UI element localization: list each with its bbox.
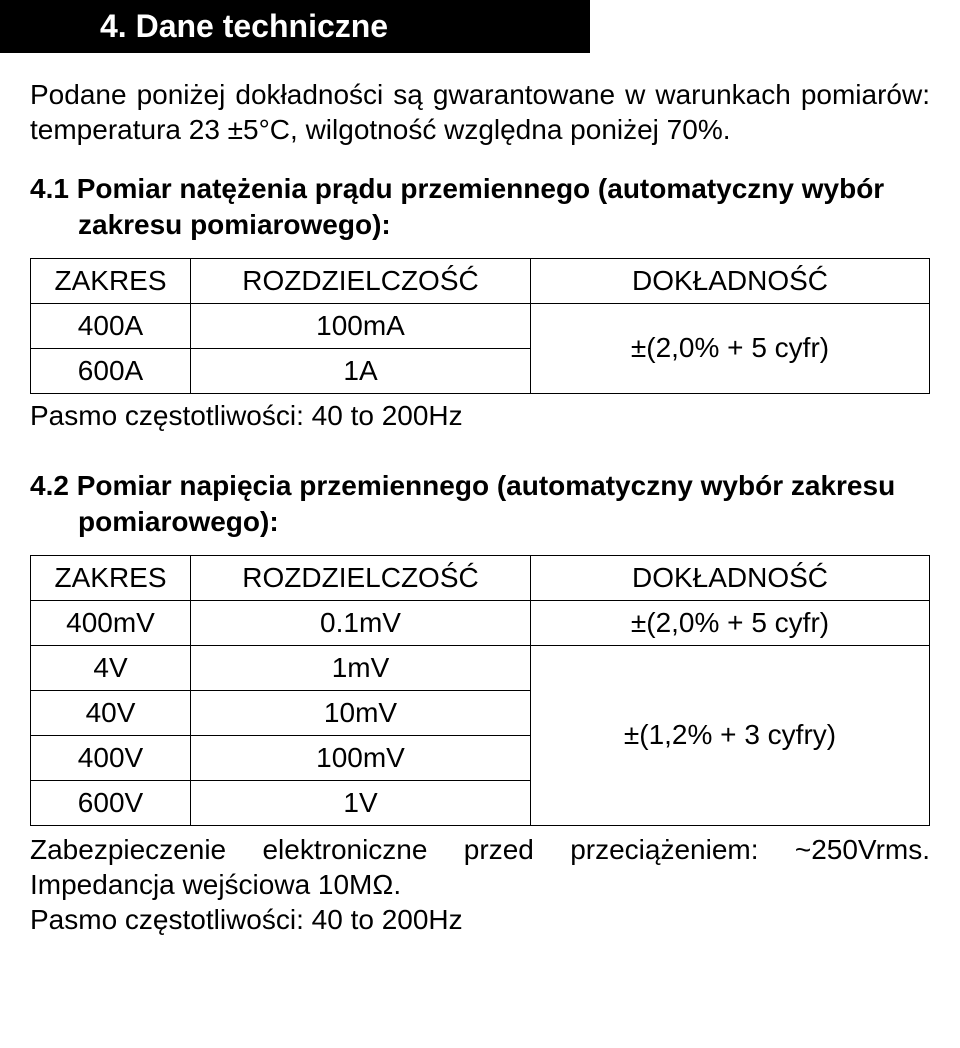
section-header: 4. Dane techniczne (0, 0, 590, 53)
table-4-2-footer2: Pasmo częstotliwości: 40 to 200Hz (30, 902, 930, 938)
cell-rozdz: 1A (191, 348, 531, 393)
subsection-4-1-title: 4.1 Pomiar natężenia prądu przemiennego … (30, 171, 930, 244)
cell-rozdz: 100mA (191, 303, 531, 348)
cell-rozdz: 1mV (191, 645, 531, 690)
table-4-2-footer1: Zabezpieczenie elektroniczne przed przec… (30, 832, 930, 902)
header-dokladnosc: DOKŁADNOŚĆ (531, 555, 930, 600)
header-dokladnosc: DOKŁADNOŚĆ (531, 258, 930, 303)
header-zakres: ZAKRES (31, 258, 191, 303)
section-title: 4. Dane techniczne (100, 8, 388, 44)
subsection-4-2-title: 4.2 Pomiar napięcia przemiennego (automa… (30, 468, 930, 541)
cell-zakres: 600A (31, 348, 191, 393)
cell-dokladnosc: ±(2,0% + 5 cyfr) (531, 600, 930, 645)
table-4-1: ZAKRES ROZDZIELCZOŚĆ DOKŁADNOŚĆ 400A 100… (30, 258, 930, 394)
header-rozdzielczosc: ROZDZIELCZOŚĆ (191, 258, 531, 303)
cell-rozdz: 0.1mV (191, 600, 531, 645)
table-row: 4V 1mV ±(1,2% + 3 cyfry) (31, 645, 930, 690)
table-row: 400A 100mA ±(2,0% + 5 cyfr) (31, 303, 930, 348)
cell-zakres: 40V (31, 690, 191, 735)
cell-zakres: 600V (31, 780, 191, 825)
cell-rozdz: 100mV (191, 735, 531, 780)
table-row: 400mV 0.1mV ±(2,0% + 5 cyfr) (31, 600, 930, 645)
table-4-2: ZAKRES ROZDZIELCZOŚĆ DOKŁADNOŚĆ 400mV 0.… (30, 555, 930, 826)
cell-rozdz: 1V (191, 780, 531, 825)
header-rozdzielczosc: ROZDZIELCZOŚĆ (191, 555, 531, 600)
table-header-row: ZAKRES ROZDZIELCZOŚĆ DOKŁADNOŚĆ (31, 555, 930, 600)
header-zakres: ZAKRES (31, 555, 191, 600)
intro-paragraph: Podane poniżej dokładności są gwarantowa… (30, 77, 930, 147)
cell-dokladnosc-merged: ±(2,0% + 5 cyfr) (531, 303, 930, 393)
cell-zakres: 400mV (31, 600, 191, 645)
cell-rozdz: 10mV (191, 690, 531, 735)
cell-zakres: 400A (31, 303, 191, 348)
table-header-row: ZAKRES ROZDZIELCZOŚĆ DOKŁADNOŚĆ (31, 258, 930, 303)
cell-dokladnosc-merged: ±(1,2% + 3 cyfry) (531, 645, 930, 825)
table-4-1-note: Pasmo częstotliwości: 40 to 200Hz (30, 400, 930, 432)
cell-zakres: 4V (31, 645, 191, 690)
cell-zakres: 400V (31, 735, 191, 780)
